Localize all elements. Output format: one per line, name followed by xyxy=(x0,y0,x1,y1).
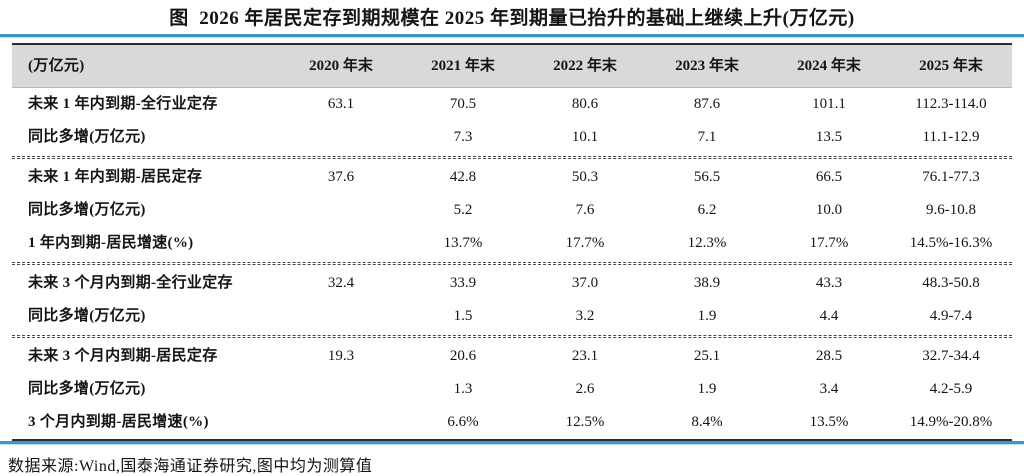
table-header-row: (万亿元) 2020 年末 2021 年末 2022 年末 2023 年末 20… xyxy=(12,45,1012,88)
table-cell: 28.5 xyxy=(815,348,843,364)
row-label: 同比多增(万亿元) xyxy=(28,202,146,218)
table-cell: 38.9 xyxy=(693,275,721,291)
table-cell: 37.6 xyxy=(327,169,355,185)
section-divider xyxy=(12,156,1012,159)
table-row: 同比多增(万亿元) 1.3 2.6 1.9 3.4 4.2-5.9 xyxy=(12,373,1012,406)
column-header-2025: 2025 年末 xyxy=(919,57,983,74)
table-cell: 4.2-5.9 xyxy=(929,381,973,397)
table-cell: 4.9-7.4 xyxy=(929,308,973,324)
column-header-unit: (万亿元) xyxy=(28,57,85,74)
data-table: (万亿元) 2020 年末 2021 年末 2022 年末 2023 年末 20… xyxy=(12,43,1012,441)
table-cell: 50.3 xyxy=(571,169,599,185)
table-row: 3 个月内到期-居民增速(%) 6.6% 12.5% 8.4% 13.5% 14… xyxy=(12,406,1012,439)
table-cell: 7.6 xyxy=(575,202,595,218)
table-cell: 32.7-34.4 xyxy=(922,348,980,364)
table-cell: 7.3 xyxy=(453,129,473,145)
table-cell: 1.3 xyxy=(453,381,473,397)
row-label: 同比多增(万亿元) xyxy=(28,308,146,324)
table-cell: 112.3-114.0 xyxy=(915,96,987,112)
table-cell: 3.4 xyxy=(819,381,839,397)
table-cell: 42.8 xyxy=(449,169,477,185)
table-row: 1 年内到期-居民增速(%) 13.7% 17.7% 12.3% 17.7% 1… xyxy=(12,227,1012,260)
column-header-2021: 2021 年末 xyxy=(431,57,495,74)
table-cell: 1.5 xyxy=(453,308,473,324)
table-cell: 4.4 xyxy=(819,308,839,324)
table-cell: 20.6 xyxy=(449,348,477,364)
table-cell: 63.1 xyxy=(327,96,355,112)
top-accent-rule xyxy=(0,34,1024,38)
table-cell: 7.1 xyxy=(697,129,717,145)
table-cell: 101.1 xyxy=(812,96,846,112)
section-divider xyxy=(12,335,1012,338)
table-cell: 80.6 xyxy=(571,96,599,112)
table-cell: 33.9 xyxy=(449,275,477,291)
column-header-2024: 2024 年末 xyxy=(797,57,861,74)
table-cell: 6.2 xyxy=(697,202,717,218)
table-cell: 87.6 xyxy=(693,96,721,112)
table-cell: 48.3-50.8 xyxy=(922,275,980,291)
table-cell: 23.1 xyxy=(571,348,599,364)
table-cell: 1.9 xyxy=(697,308,717,324)
bottom-accent-rule xyxy=(0,441,1024,445)
row-label: 3 个月内到期-居民增速(%) xyxy=(28,414,209,430)
table-cell: 11.1-12.9 xyxy=(922,129,980,145)
table-cell: 10.1 xyxy=(571,129,599,145)
table-cell: 25.1 xyxy=(693,348,721,364)
row-label: 1 年内到期-居民增速(%) xyxy=(28,235,194,251)
table-row: 未来 1 年内到期-全行业定存 63.1 70.5 80.6 87.6 101.… xyxy=(12,88,1012,121)
table-cell: 17.7% xyxy=(809,235,849,251)
row-label: 同比多增(万亿元) xyxy=(28,129,146,145)
table-row: 未来 3 个月内到期-全行业定存 32.4 33.9 37.0 38.9 43.… xyxy=(12,267,1012,300)
table-cell: 5.2 xyxy=(453,202,473,218)
table-cell: 70.5 xyxy=(449,96,477,112)
table-row: 未来 3 个月内到期-居民定存 19.3 20.6 23.1 25.1 28.5… xyxy=(12,340,1012,373)
table-cell: 14.5%-16.3% xyxy=(909,235,993,251)
table-row: 同比多增(万亿元) 5.2 7.6 6.2 10.0 9.6-10.8 xyxy=(12,194,1012,227)
table-cell: 66.5 xyxy=(815,169,843,185)
table-cell: 1.9 xyxy=(697,381,717,397)
row-label: 未来 3 个月内到期-全行业定存 xyxy=(28,275,233,291)
table-cell: 9.6-10.8 xyxy=(926,202,976,218)
table-row: 同比多增(万亿元) 1.5 3.2 1.9 4.4 4.9-7.4 xyxy=(12,300,1012,333)
row-label: 未来 1 年内到期-居民定存 xyxy=(28,169,203,185)
column-header-2022: 2022 年末 xyxy=(553,57,617,74)
table-cell: 12.3% xyxy=(687,235,727,251)
table-cell: 6.6% xyxy=(447,414,479,430)
table-cell: 13.7% xyxy=(443,235,483,251)
row-label: 同比多增(万亿元) xyxy=(28,381,146,397)
table-cell: 56.5 xyxy=(693,169,721,185)
table-cell: 3.2 xyxy=(575,308,595,324)
table-cell: 13.5% xyxy=(809,414,849,430)
table-cell: 32.4 xyxy=(327,275,355,291)
table-cell: 12.5% xyxy=(565,414,605,430)
table-cell: 2.6 xyxy=(575,381,595,397)
table-cell: 14.9%-20.8% xyxy=(909,414,993,430)
table-cell: 8.4% xyxy=(691,414,723,430)
table-cell: 76.1-77.3 xyxy=(922,169,980,185)
column-header-2020: 2020 年末 xyxy=(309,57,373,74)
table-cell: 19.3 xyxy=(327,348,355,364)
row-label: 未来 3 个月内到期-居民定存 xyxy=(28,348,218,364)
source-note: 数据来源:Wind,国泰海通证券研究,图中均为测算值 xyxy=(8,458,373,475)
column-header-2023: 2023 年末 xyxy=(675,57,739,74)
figure-title: 图 2026 年居民定存到期规模在 2025 年到期量已抬升的基础上继续上升(万… xyxy=(169,8,855,29)
section-divider xyxy=(12,262,1012,265)
table-row: 同比多增(万亿元) 7.3 10.1 7.1 13.5 11.1-12.9 xyxy=(12,121,1012,154)
row-label: 未来 1 年内到期-全行业定存 xyxy=(28,96,218,112)
table-cell: 10.0 xyxy=(815,202,843,218)
table-cell: 43.3 xyxy=(815,275,843,291)
table-cell: 37.0 xyxy=(571,275,599,291)
table-cell: 17.7% xyxy=(565,235,605,251)
table-cell: 13.5 xyxy=(815,129,843,145)
table-row: 未来 1 年内到期-居民定存 37.6 42.8 50.3 56.5 66.5 … xyxy=(12,161,1012,194)
